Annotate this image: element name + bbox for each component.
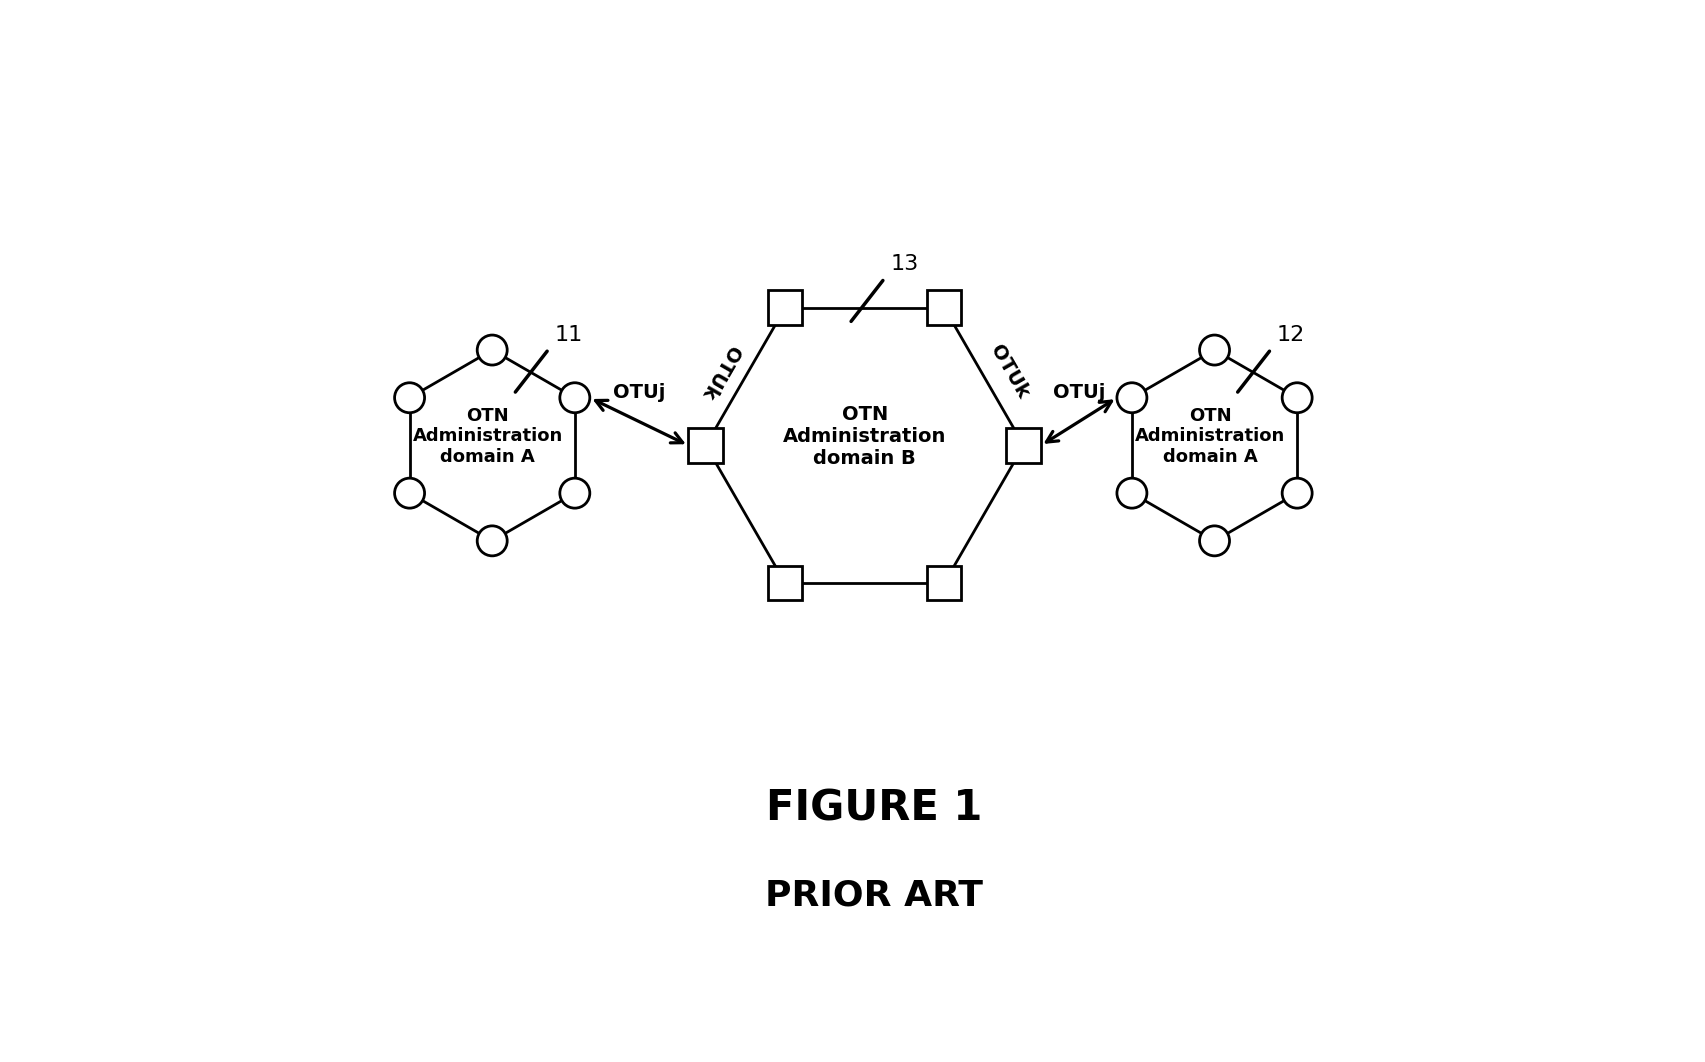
Bar — [928, 291, 962, 325]
Text: OTN
Administration
domain B: OTN Administration domain B — [783, 405, 946, 468]
Circle shape — [1282, 478, 1313, 508]
Bar — [689, 428, 723, 463]
Bar — [767, 566, 803, 600]
Text: OTUk: OTUk — [697, 342, 743, 402]
Bar — [1006, 428, 1042, 463]
Circle shape — [1282, 382, 1313, 413]
Circle shape — [394, 478, 425, 508]
Circle shape — [1200, 335, 1229, 365]
Text: 12: 12 — [1277, 325, 1304, 345]
Circle shape — [559, 382, 590, 413]
Circle shape — [477, 335, 506, 365]
Bar — [928, 566, 962, 600]
Text: OTN
Administration
domain A: OTN Administration domain A — [1136, 407, 1286, 466]
Text: PRIOR ART: PRIOR ART — [766, 878, 982, 912]
Circle shape — [477, 526, 506, 555]
Circle shape — [559, 478, 590, 508]
Circle shape — [1200, 526, 1229, 555]
Bar — [767, 291, 803, 325]
Circle shape — [394, 382, 425, 413]
Text: OTUj: OTUj — [614, 382, 665, 401]
Circle shape — [1117, 382, 1147, 413]
Text: 13: 13 — [890, 254, 919, 274]
Text: 11: 11 — [554, 325, 583, 345]
Text: FIGURE 1: FIGURE 1 — [766, 788, 982, 829]
Text: OTN
Administration
domain A: OTN Administration domain A — [413, 407, 563, 466]
Circle shape — [1117, 478, 1147, 508]
Text: OTUj: OTUj — [1052, 382, 1105, 401]
Text: OTUk: OTUk — [987, 342, 1032, 402]
